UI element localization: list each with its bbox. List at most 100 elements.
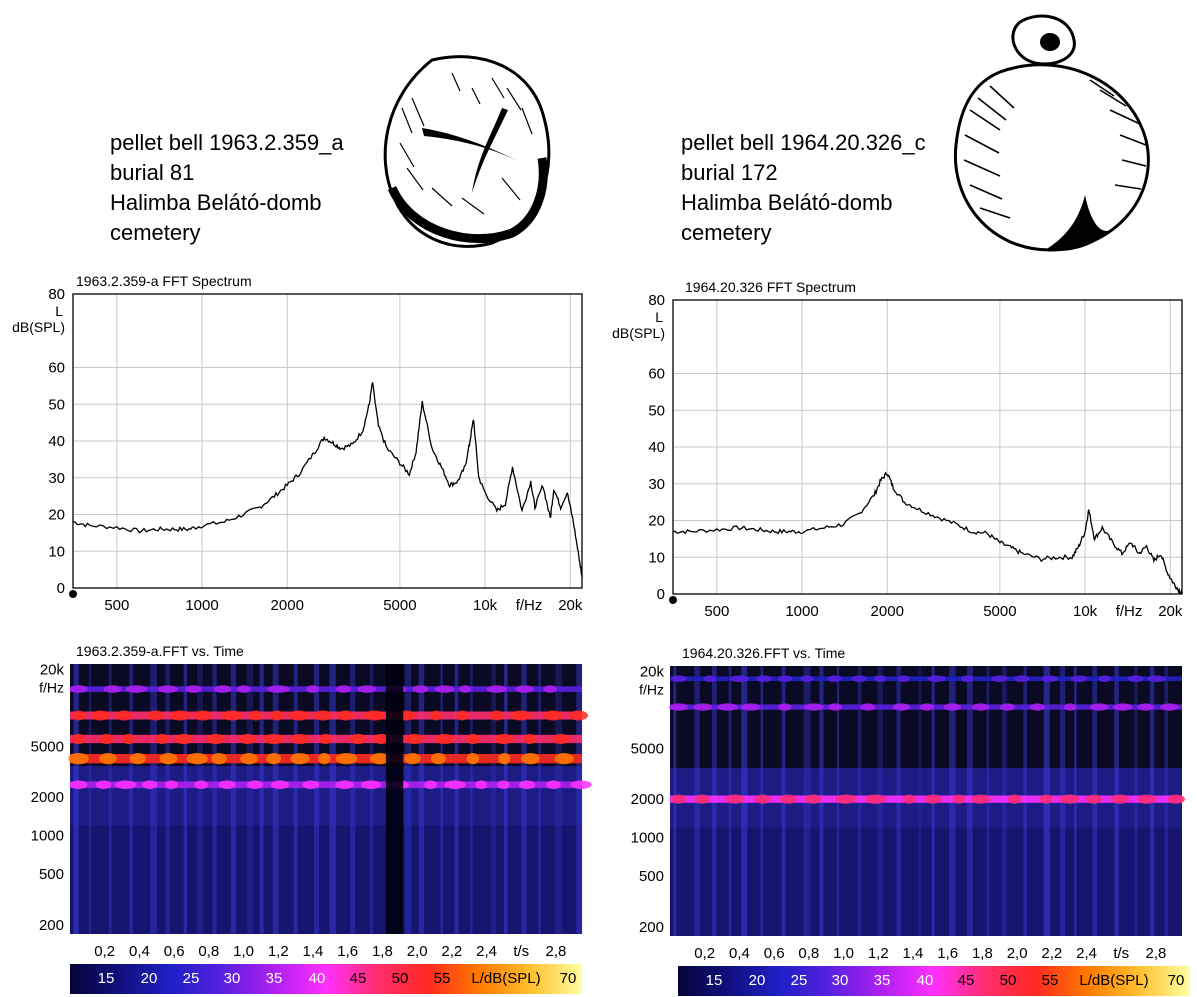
- y-axis-label: dB(SPL): [612, 325, 665, 341]
- spectrum-line: [672, 471, 1183, 595]
- strike-transient: [272, 664, 279, 934]
- colorbar: 15 20 25 30 35 40 45 50 55 70 L/dB(SPL): [70, 964, 582, 994]
- y-axis-label: L: [55, 303, 63, 319]
- x-tick-label: 500: [704, 603, 729, 620]
- colorbar-tick: 35: [873, 972, 891, 989]
- x-tick-label: 20k: [1158, 603, 1183, 620]
- band-hotspot: [239, 733, 256, 745]
- band-hotspot: [91, 710, 110, 721]
- band-hotspot: [1167, 794, 1185, 804]
- y-tick-label: 40: [48, 433, 65, 450]
- x-tick-label: 1,0: [833, 945, 854, 960]
- x-tick-label: 1,6: [337, 943, 358, 958]
- y-tick-label: 10: [48, 543, 65, 560]
- band-hotspot: [444, 780, 466, 790]
- band-hotspot: [466, 733, 481, 745]
- band-hotspot: [373, 733, 390, 745]
- x-tick-label: 0,4: [729, 945, 750, 960]
- colorbar-unit: L/dB(SPL): [1079, 972, 1149, 989]
- band-hotspot: [72, 710, 86, 721]
- band-hotspot: [754, 794, 771, 804]
- band-hotspot: [248, 710, 263, 721]
- band-hotspot: [95, 780, 112, 790]
- band-hotspot: [125, 685, 148, 693]
- band-hotspot: [213, 685, 232, 693]
- band-hotspot: [288, 710, 310, 721]
- band-hotspot: [486, 685, 508, 693]
- y-tick-label: 20: [648, 513, 665, 530]
- band-hotspot: [1063, 703, 1077, 711]
- band-hotspot: [803, 703, 824, 711]
- x-tick-label: 0,2: [94, 943, 115, 958]
- fft-chart-title: 1963.2.359-a FFT Spectrum: [76, 273, 252, 289]
- strike-transient: [212, 664, 217, 934]
- band-hotspot: [552, 733, 570, 745]
- band-hotspot: [828, 703, 843, 711]
- band-hotspot: [729, 675, 749, 683]
- band-hotspot: [1039, 794, 1054, 804]
- colorbar-tick: 55: [433, 970, 451, 987]
- band-hotspot: [972, 703, 990, 711]
- x-tick-label: 0,8: [798, 945, 819, 960]
- quiet-interval: [385, 664, 404, 934]
- colorbar-tick: 70: [559, 970, 577, 987]
- band-hotspot: [693, 703, 713, 711]
- strike-transient: [555, 664, 563, 934]
- y-axis-unit: f/Hz: [39, 679, 64, 695]
- band-hotspot: [404, 733, 425, 745]
- band-hotspot: [194, 780, 208, 790]
- x-tick-label: 0,8: [198, 943, 219, 958]
- band-hotspot: [121, 733, 136, 745]
- band-hotspot: [554, 752, 574, 765]
- y-tick-label: 1000: [631, 830, 664, 847]
- band-hotspot: [193, 710, 213, 721]
- x-tick-label: 2,2: [441, 943, 462, 958]
- left-panel: pellet bell 1963.2.359_a burial 81 Halim…: [12, 55, 592, 994]
- band-hotspot: [694, 794, 711, 804]
- band-hotspot: [725, 794, 745, 804]
- y-tick-label: 2000: [31, 789, 64, 806]
- band-hotspot: [670, 675, 687, 683]
- band-hotspot: [211, 752, 227, 765]
- strike-transient: [470, 664, 473, 934]
- band-hotspot: [570, 780, 592, 790]
- strike-transient: [183, 664, 187, 934]
- band-hotspot: [240, 752, 258, 765]
- band-hotspot: [221, 710, 243, 721]
- caption-line: burial 172: [681, 160, 778, 185]
- caption-line: cemetery: [681, 220, 772, 245]
- band-hotspot: [952, 794, 965, 804]
- band-hotspot: [1113, 703, 1133, 711]
- fft-spectrum-chart: 80 60 50 40 30 20 10 0 LdB(SPL) 500 1000 2000 5000 10…: [612, 294, 1183, 620]
- spectrogram-chart: 20k 5000 2000 1000 500 200 f/Hz 0,2 0,4 0,6 0,8 1,0…: [31, 661, 592, 958]
- band-hotspot: [919, 703, 935, 711]
- band-hotspot: [960, 675, 974, 683]
- x-tick-label: 10k: [1073, 603, 1098, 620]
- strike-transient: [150, 664, 157, 934]
- band-hotspot: [779, 794, 797, 804]
- band-hotspot: [246, 780, 264, 790]
- caption-line: cemetery: [110, 220, 201, 245]
- colorbar-tick: 20: [140, 970, 158, 987]
- strike-transient: [165, 664, 170, 934]
- y-tick-label: 30: [48, 470, 65, 487]
- band-hotspot: [313, 710, 333, 721]
- x-axis-unit: f/Hz: [516, 597, 543, 614]
- band-hotspot: [494, 733, 514, 745]
- band-hotspot: [266, 752, 282, 765]
- y-tick-label: 20k: [640, 663, 665, 680]
- band-hotspot: [873, 675, 887, 683]
- band-hotspot: [236, 685, 251, 693]
- band-hotspot: [164, 780, 178, 790]
- x-tick-label: 2,8: [546, 943, 567, 958]
- band-hotspot: [755, 675, 772, 683]
- colorbar-tick: 15: [97, 970, 115, 987]
- x-tick-label: 500: [104, 597, 129, 614]
- y-tick-label: 5000: [631, 740, 664, 757]
- band-hotspot: [412, 685, 429, 693]
- x-tick-label: 0,4: [129, 943, 150, 958]
- band-hotspot: [860, 703, 876, 711]
- y-tick-label: 10: [648, 549, 665, 566]
- band-hotspot: [424, 780, 437, 790]
- x-tick-label: 2,2: [1041, 945, 1062, 960]
